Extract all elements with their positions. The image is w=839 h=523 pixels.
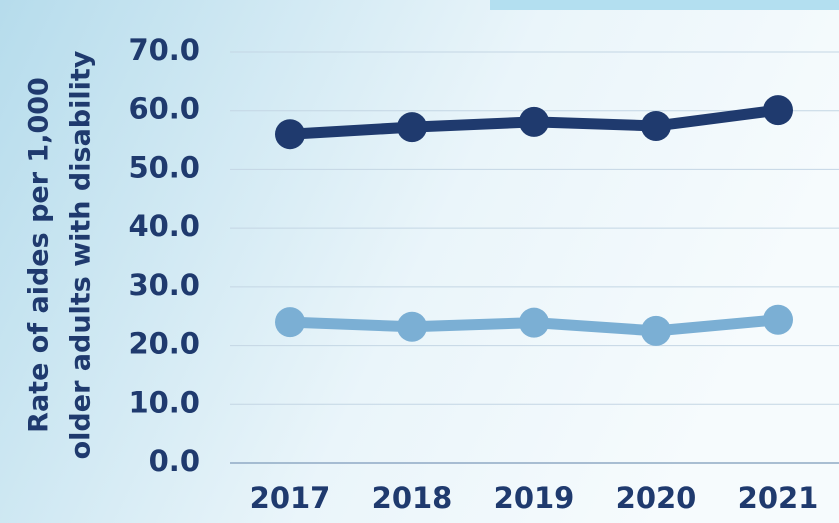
- x-tick-label: 2021: [738, 481, 819, 515]
- y-tick-label: 10.0: [128, 385, 200, 419]
- y-tick-label: 50.0: [128, 150, 200, 184]
- data-point: [641, 110, 671, 141]
- data-point: [763, 95, 793, 126]
- x-tick-label: 2017: [250, 481, 331, 515]
- y-tick-label: 20.0: [128, 327, 200, 361]
- data-point: [763, 304, 793, 335]
- data-point: [275, 119, 305, 150]
- data-point: [397, 112, 427, 143]
- top-band: [490, 0, 839, 10]
- y-tick-label: 70.0: [128, 33, 200, 67]
- data-point: [519, 106, 549, 137]
- y-tick-label: 0.0: [149, 444, 200, 478]
- data-point: [275, 307, 305, 338]
- x-tick-label: 2018: [372, 481, 453, 515]
- x-tick-label: 2020: [616, 481, 697, 515]
- y-tick-label: 40.0: [128, 209, 200, 243]
- data-point: [641, 315, 671, 346]
- x-tick-label: 2019: [494, 481, 575, 515]
- data-point: [519, 307, 549, 338]
- y-axis-title: Rate of aides per 1,000: [24, 77, 55, 433]
- y-tick-label: 60.0: [128, 92, 200, 126]
- data-point: [397, 311, 427, 342]
- y-axis-title: older adults with disability: [66, 50, 97, 459]
- y-tick-label: 30.0: [128, 268, 200, 302]
